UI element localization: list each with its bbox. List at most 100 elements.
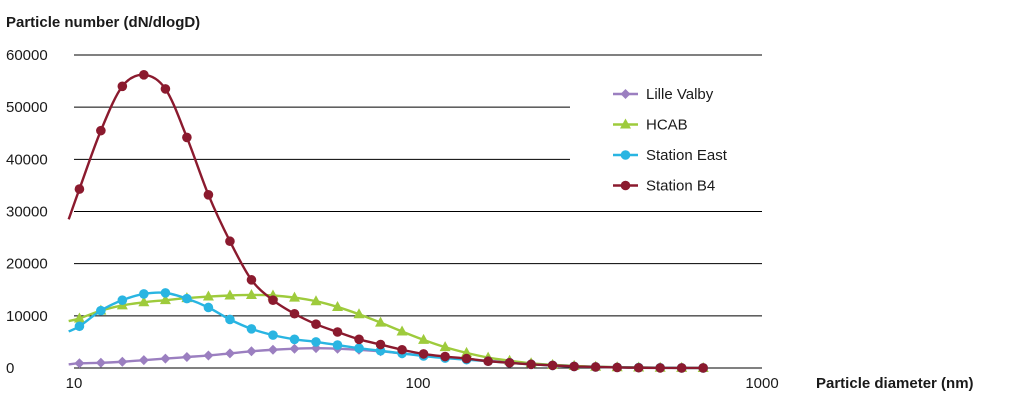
data-point-hcab xyxy=(224,289,236,300)
legend-swatch-marker xyxy=(620,150,631,160)
gridlines xyxy=(74,54,762,369)
data-point-hcab xyxy=(138,296,150,307)
data-point-lille-valby xyxy=(138,355,149,366)
data-point-hcab xyxy=(418,333,430,344)
data-point-lille-valby xyxy=(160,353,171,364)
data-point-station-b4 xyxy=(440,351,450,362)
legend-label: Station East xyxy=(646,147,728,164)
data-point-lille-valby xyxy=(203,350,214,361)
data-point-station-east xyxy=(74,321,85,332)
data-point-station-east xyxy=(332,340,343,350)
data-point-station-b4 xyxy=(397,344,407,355)
data-point-station-east xyxy=(203,302,214,313)
data-point-station-b4 xyxy=(590,362,601,372)
data-point-hcab xyxy=(288,291,300,302)
y-tick-label: 20000 xyxy=(6,256,48,273)
legend-label: Lille Valby xyxy=(646,86,714,103)
data-point-station-b4 xyxy=(332,327,343,337)
x-tick-label: 100 xyxy=(405,375,430,392)
data-point-hcab xyxy=(375,316,387,327)
data-point-station-b4 xyxy=(655,363,665,373)
legend-item-lille-valby: Lille Valby xyxy=(613,86,714,103)
data-point-station-b4 xyxy=(461,353,472,364)
data-point-station-east xyxy=(96,305,106,316)
data-point-station-b4 xyxy=(633,362,644,373)
legend-swatch-marker xyxy=(620,89,631,99)
y-axis-title: Particle number (dN/dlogD) xyxy=(6,14,200,31)
legend-swatch-marker xyxy=(620,180,631,191)
data-point-station-east xyxy=(160,288,171,298)
data-point-station-b4 xyxy=(547,360,558,371)
data-point-lille-valby xyxy=(95,357,106,368)
data-point-station-b4 xyxy=(289,308,300,319)
data-point-lille-valby xyxy=(267,344,278,355)
y-tick-label: 10000 xyxy=(6,308,48,325)
data-point-station-east xyxy=(289,334,300,345)
data-point-station-b4 xyxy=(354,334,364,345)
data-point-lille-valby xyxy=(117,356,128,367)
data-point-station-b4 xyxy=(203,190,214,200)
x-axis-title: Particle diameter (nm) xyxy=(816,375,974,392)
data-point-station-east xyxy=(311,337,321,347)
data-point-station-east xyxy=(117,295,128,305)
data-point-hcab xyxy=(439,341,451,352)
y-tick-labels: 0 10000 20000 30000 40000 50000 60000 xyxy=(6,47,48,377)
data-point-station-b4 xyxy=(483,356,493,367)
data-point-station-b4 xyxy=(225,236,235,247)
x-tick-label: 1000 xyxy=(745,375,778,392)
data-point-station-b4 xyxy=(612,362,622,373)
data-point-lille-valby xyxy=(289,343,300,354)
data-point-station-b4 xyxy=(268,295,278,305)
y-tick-label: 60000 xyxy=(6,47,48,64)
legend-item-station-b4: Station B4 xyxy=(613,178,715,195)
legend-label: HCAB xyxy=(646,117,688,134)
legend-label: Station B4 xyxy=(646,178,715,195)
y-tick-label: 50000 xyxy=(6,99,48,116)
data-point-station-east xyxy=(268,330,278,340)
data-point-station-b4 xyxy=(139,70,149,80)
data-point-lille-valby xyxy=(246,346,257,357)
data-point-station-east xyxy=(139,289,149,299)
data-point-hcab xyxy=(396,325,408,336)
legend-item-station-east: Station East xyxy=(613,147,728,164)
data-point-station-b4 xyxy=(117,81,128,92)
data-point-hcab xyxy=(461,346,473,357)
data-point-station-b4 xyxy=(74,184,85,194)
legend-item-hcab: HCAB xyxy=(613,117,688,134)
data-point-station-b4 xyxy=(418,349,429,359)
data-point-station-b4 xyxy=(526,359,536,370)
data-point-station-b4 xyxy=(698,363,708,373)
data-point-lille-valby xyxy=(74,358,85,369)
data-point-station-b4 xyxy=(504,357,515,368)
data-point-station-east xyxy=(182,293,192,304)
data-point-station-b4 xyxy=(96,125,106,136)
data-point-station-b4 xyxy=(676,363,687,373)
data-point-hcab xyxy=(310,295,322,306)
data-point-hcab xyxy=(245,288,257,299)
x-tick-label: 10 xyxy=(66,375,83,392)
data-point-station-b4 xyxy=(182,132,192,143)
data-point-station-east xyxy=(354,343,364,353)
series-station-b4 xyxy=(67,70,708,373)
data-point-station-east xyxy=(246,324,257,334)
data-point-lille-valby xyxy=(181,352,192,363)
data-point-station-b4 xyxy=(375,339,386,350)
data-point-station-b4 xyxy=(246,275,257,285)
y-tick-label: 30000 xyxy=(6,204,48,221)
data-point-hcab xyxy=(73,312,85,323)
data-point-hcab xyxy=(159,294,171,305)
data-point-station-east xyxy=(225,314,235,325)
y-tick-label: 0 xyxy=(6,360,14,377)
x-tick-labels: 10 100 1000 xyxy=(66,375,779,392)
data-point-lille-valby xyxy=(224,348,235,359)
data-point-hcab xyxy=(332,300,344,311)
y-tick-label: 40000 xyxy=(6,151,48,168)
data-point-hcab xyxy=(353,308,365,319)
data-point-station-b4 xyxy=(311,319,321,329)
data-point-station-b4 xyxy=(569,361,579,372)
data-point-station-b4 xyxy=(160,84,171,94)
data-point-hcab xyxy=(202,290,214,301)
legend-swatch-marker xyxy=(620,118,631,129)
series-plot-area xyxy=(67,70,709,373)
